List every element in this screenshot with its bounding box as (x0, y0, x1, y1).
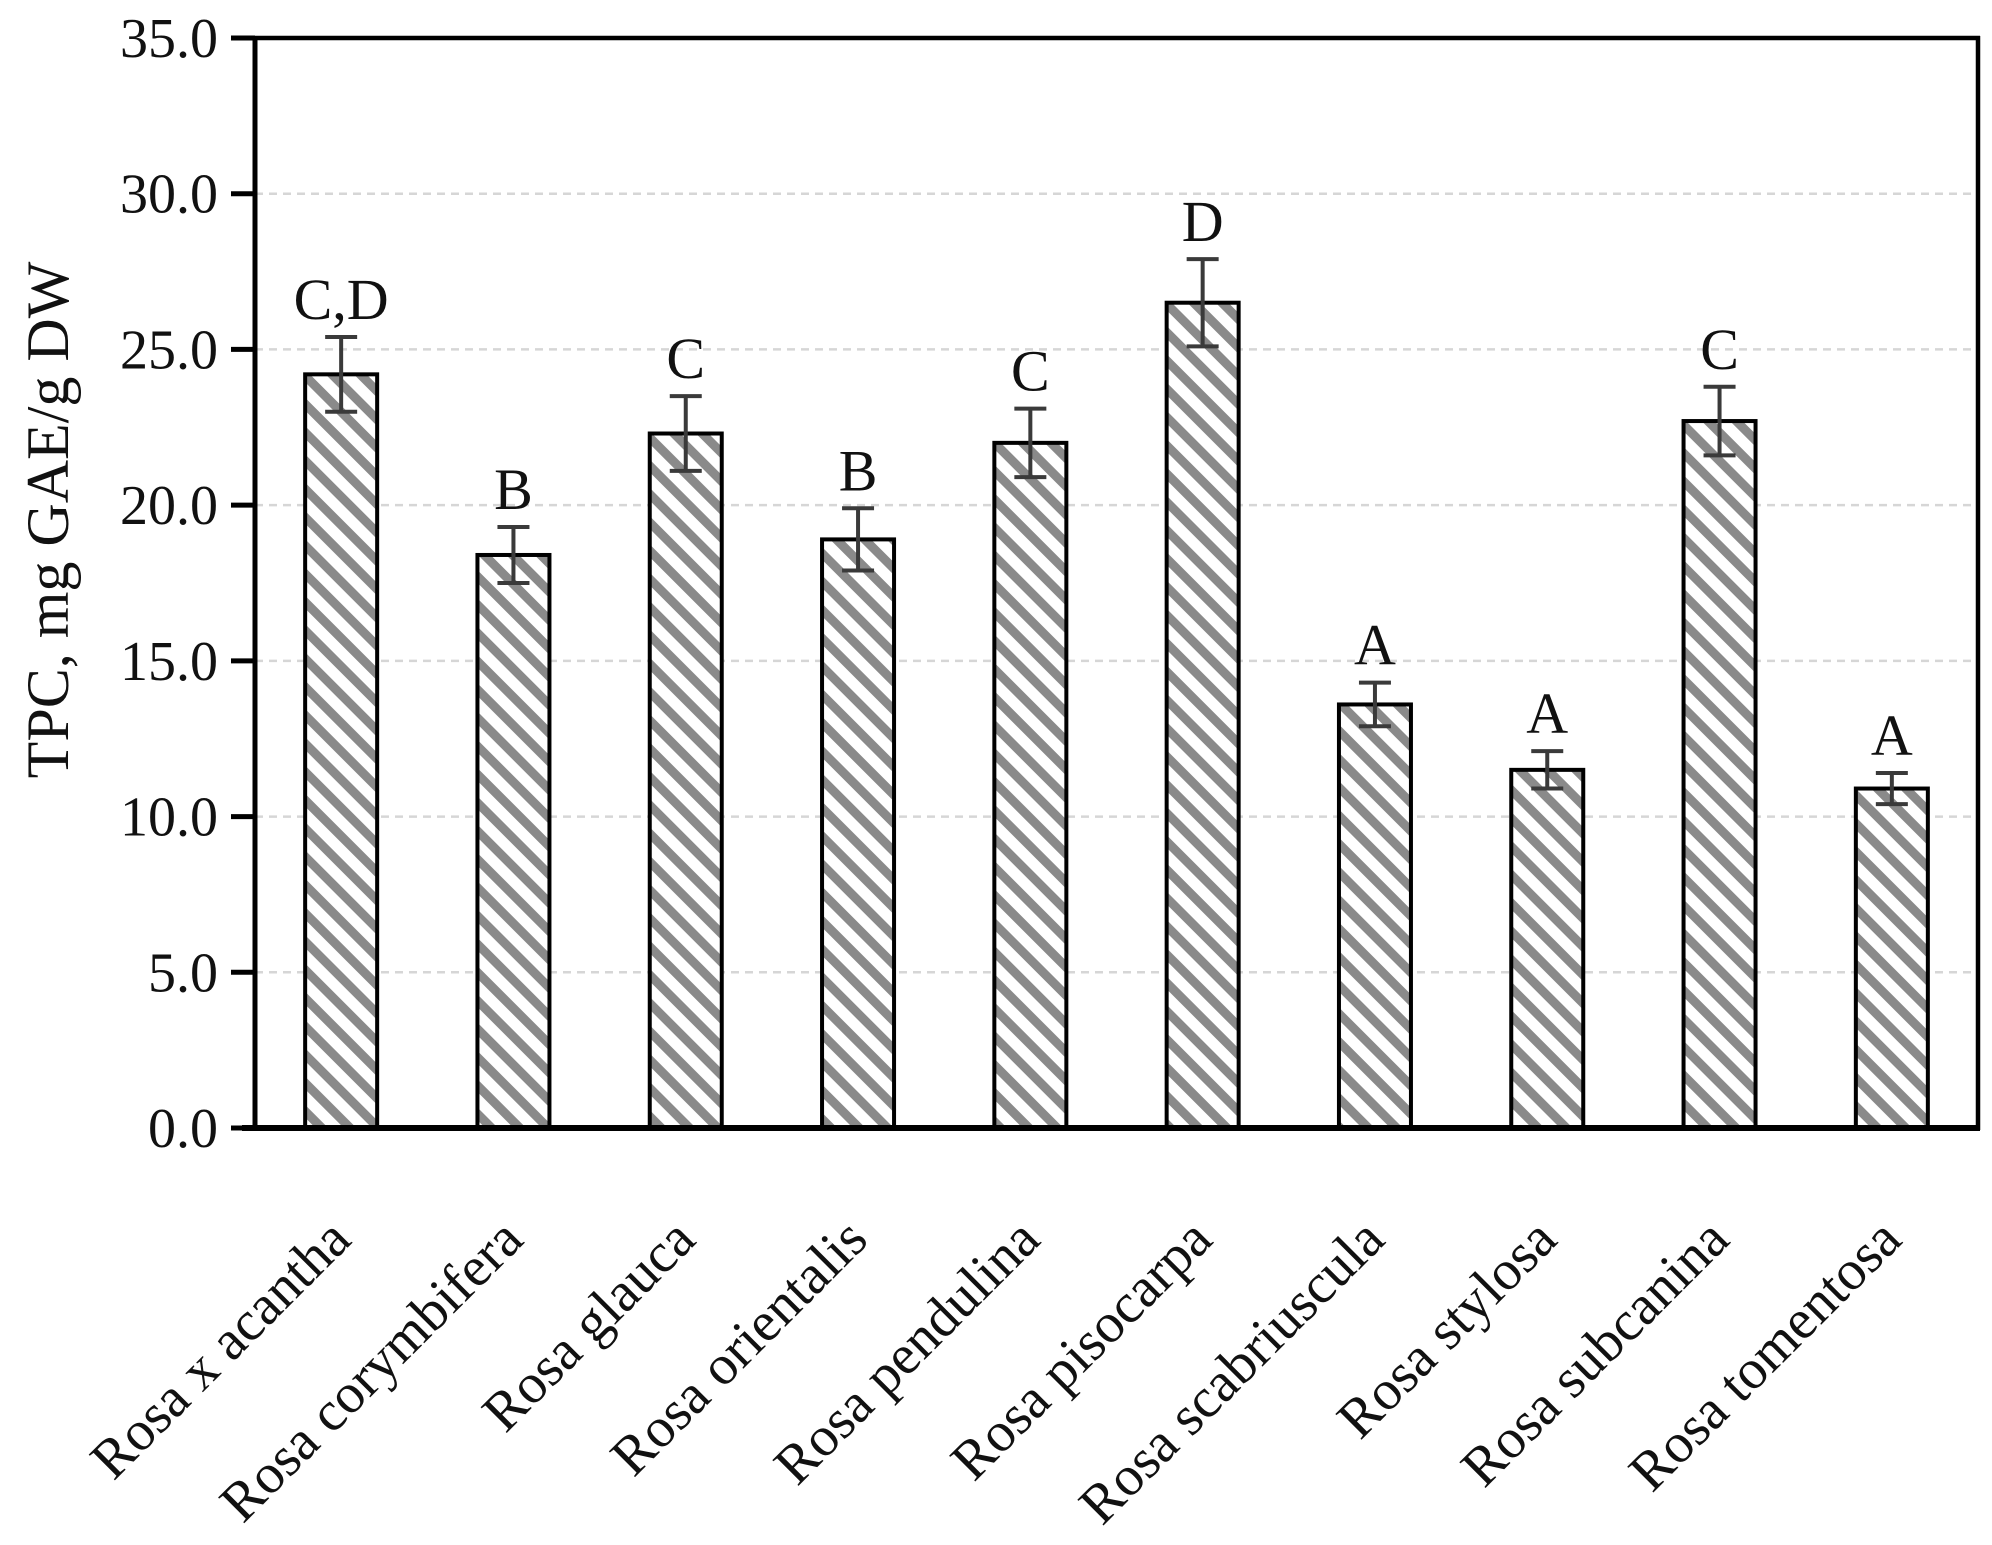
error-bar (669, 394, 702, 473)
error-bar (1186, 257, 1219, 349)
error-bar (325, 334, 358, 414)
category-label: Rosa scabriuscula (1067, 1207, 1396, 1536)
significance-letter: A (1526, 681, 1568, 746)
bar (1853, 786, 1930, 1130)
y-tick-label: 5.0 (148, 942, 218, 1004)
bars-layer (303, 300, 1930, 1131)
significance-letters-layer: C,D B C B C D A A C A (294, 189, 1913, 768)
y-tick-labels-layer: 0.0 5.0 10.0 15.0 20.0 25.0 30.0 35.0 (120, 8, 218, 1160)
bar (647, 431, 724, 1130)
significance-letter: C (1700, 317, 1739, 382)
significance-letter: B (494, 457, 533, 522)
bar (820, 537, 897, 1130)
significance-letter: C,D (294, 267, 389, 332)
significance-letter: A (1871, 703, 1913, 768)
category-label: Rosa corymbifera (208, 1207, 535, 1534)
error-bars-layer (325, 257, 1908, 807)
error-bar (842, 506, 875, 573)
bar (1509, 767, 1586, 1130)
y-tick-label: 35.0 (120, 8, 218, 70)
significance-letter: A (1354, 613, 1396, 678)
error-bar (1531, 749, 1564, 791)
y-tick-label: 30.0 (120, 164, 218, 226)
y-tick-label: 15.0 (120, 631, 218, 693)
error-bar (1358, 680, 1391, 729)
bar (1681, 419, 1758, 1130)
error-bar (497, 524, 530, 585)
significance-letter: C (1011, 339, 1050, 404)
bar (992, 440, 1069, 1131)
plot-frame-layer (242, 35, 1981, 1131)
significance-letter: B (839, 438, 878, 503)
error-bar (1875, 770, 1908, 807)
bar (1164, 300, 1241, 1130)
y-ticks-layer (231, 35, 255, 1131)
error-bar (1703, 384, 1736, 458)
y-tick-label: 10.0 (120, 787, 218, 849)
significance-letter: C (666, 326, 705, 391)
y-axis-title: TPC, mg GAE/g DW (15, 261, 81, 778)
error-bar (1014, 406, 1047, 480)
bar (1336, 702, 1413, 1130)
y-tick-label: 25.0 (120, 319, 218, 381)
bar (303, 372, 380, 1131)
bar (475, 552, 552, 1130)
y-tick-label: 0.0 (148, 1098, 218, 1160)
y-tick-label: 20.0 (120, 475, 218, 537)
significance-letter: D (1182, 189, 1224, 254)
